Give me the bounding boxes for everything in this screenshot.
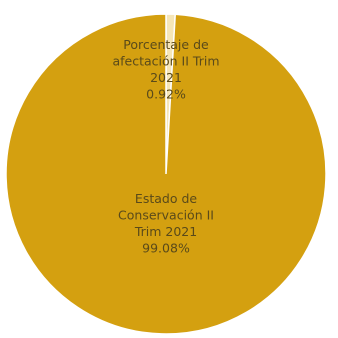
cropped-header-text — [0, 0, 338, 6]
label-estado-de-conservacion-line-2: Conservación II — [118, 208, 214, 223]
label-estado-de-conservacion-value: 99.08% — [142, 241, 190, 256]
label-estado-de-conservacion-line-1: Estado de — [135, 191, 197, 206]
label-porcentaje-de-afectacion-line-1: Porcentaje de — [123, 37, 209, 52]
label-porcentaje-de-afectacion-line-3: 2021 — [150, 70, 182, 85]
label-porcentaje-de-afectacion-line-2: afectación II Trim — [112, 54, 219, 69]
label-estado-de-conservacion-line-3: Trim 2021 — [134, 224, 197, 239]
label-porcentaje-de-afectacion-value: 0.92% — [146, 87, 186, 102]
